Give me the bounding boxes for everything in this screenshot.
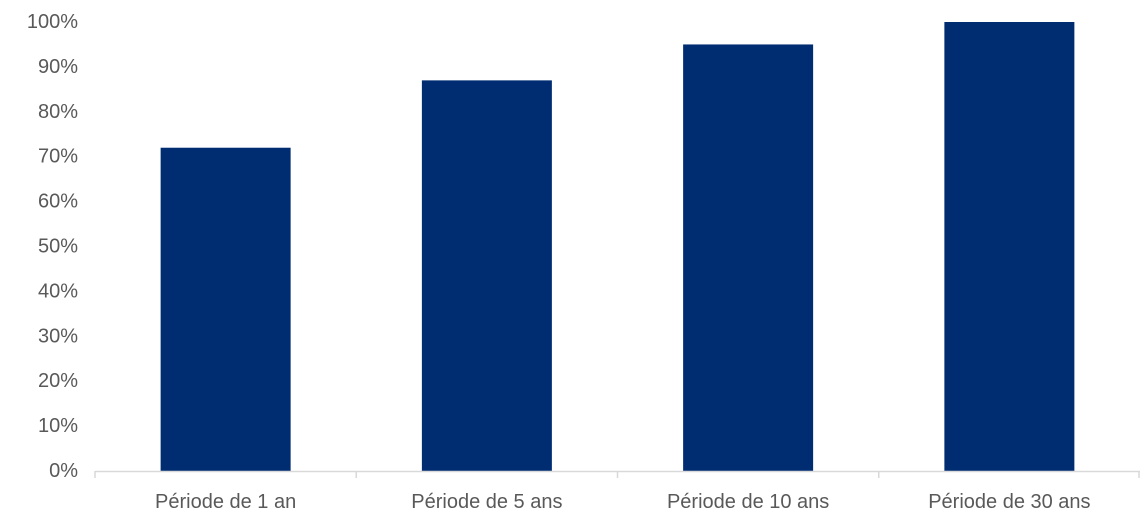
y-tick-label: 100% [27,11,78,33]
y-axis: 0% 10% 20% 30% 40% 50% 60% 70% 80% 90% 100% [27,11,78,482]
y-tick-label: 80% [38,101,78,123]
y-tick-label: 90% [38,56,78,78]
x-tick-label: Période de 30 ans [928,491,1090,513]
bar [683,44,814,471]
y-tick-label: 50% [38,236,78,258]
x-axis-ticks [94,471,1140,478]
y-tick-label: 30% [38,325,78,347]
y-tick-label: 0% [49,460,78,482]
bar [421,80,552,472]
x-axis: Période de 1 an Période de 5 ans Période d… [155,491,1091,513]
x-tick-label: Période de 1 an [155,491,296,513]
y-tick-label: 10% [38,415,78,437]
y-tick-label: 20% [38,370,78,392]
y-tick-label: 60% [38,191,78,213]
y-tick-label: 70% [38,146,78,168]
y-tick-label: 40% [38,280,78,302]
x-tick-label: Période de 10 ans [667,491,829,513]
x-tick-label: Période de 5 ans [411,491,562,513]
bars-group [160,22,1075,472]
bar [160,147,291,471]
bar [944,22,1075,471]
